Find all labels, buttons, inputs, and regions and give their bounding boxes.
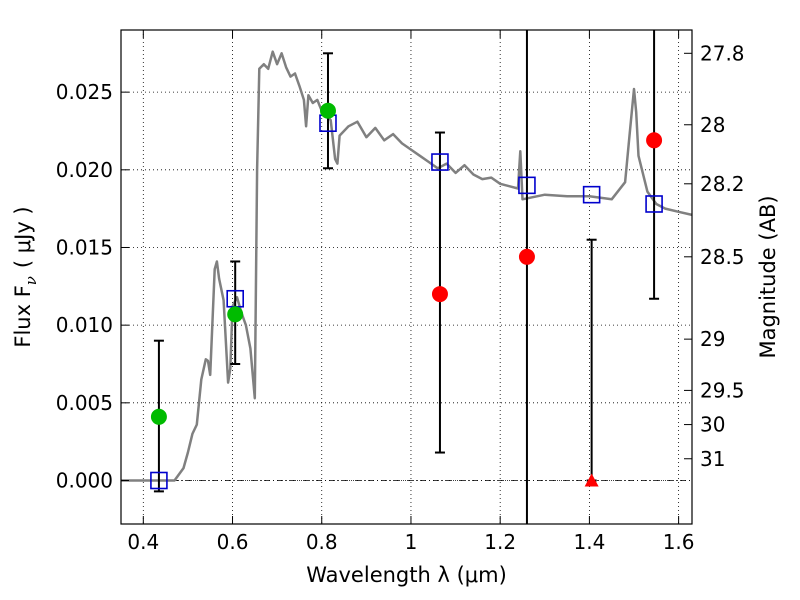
circle-data-point xyxy=(227,306,244,323)
y2-tick-label: 28 xyxy=(700,113,725,137)
x-axis-label: Wavelength λ (μm) xyxy=(306,563,507,587)
square-data-point xyxy=(150,471,168,490)
square-data-point xyxy=(518,176,536,195)
data-marker-layer xyxy=(150,102,663,490)
y-tick-label: 0.010 xyxy=(56,313,113,337)
x-tick-label: 0.6 xyxy=(217,530,249,554)
triangle-data-point xyxy=(584,473,599,487)
circle-data-point xyxy=(518,248,535,265)
circle-data-point xyxy=(150,408,167,425)
y2-axis-label: Magnitude (AB) xyxy=(756,195,780,358)
square-data-point xyxy=(582,185,601,204)
y-tick-label: 0.015 xyxy=(56,235,113,259)
circle-data-point xyxy=(319,102,336,119)
model-sed-layer xyxy=(121,50,693,482)
square-data-point xyxy=(645,195,663,213)
grid-layer xyxy=(121,30,692,524)
x-tick-label: 0.4 xyxy=(127,530,159,554)
y-tick-label: 0.005 xyxy=(56,391,113,415)
y-tick-label: 0.025 xyxy=(56,80,113,104)
circle-data-point xyxy=(646,132,663,149)
y2-tick-label: 28.2 xyxy=(700,172,745,196)
y2-tick-label: 29 xyxy=(700,327,725,351)
y2-tick-label: 28.5 xyxy=(700,245,745,269)
circle-data-point xyxy=(431,286,448,303)
error-bar-layer xyxy=(153,30,660,524)
y-axis-label-subscript: ν xyxy=(22,276,40,285)
square-data-point xyxy=(431,153,449,171)
y-tick-label: 0.020 xyxy=(56,158,113,182)
x-tick-label: 1.4 xyxy=(573,530,605,554)
y-axis-label: Flux Fν ( μJy ) xyxy=(11,206,40,347)
x-tick-label: 1.2 xyxy=(484,530,516,554)
y2-tick-label: 30 xyxy=(700,413,725,437)
x-tick-label: 0.8 xyxy=(306,530,338,554)
x-tick-label: 1 xyxy=(405,530,418,554)
tick-layer: 0.4 0.6 0.8 1 1.2 1.4 1.6 0.000 0.005 0.010 0.015 0… xyxy=(56,30,745,554)
y2-tick-label: 27.8 xyxy=(700,41,745,65)
y2-tick-label: 29.5 xyxy=(700,378,745,402)
y-axis-label-main: Flux F xyxy=(11,285,35,347)
model-sed-line xyxy=(121,50,693,482)
plot-frame xyxy=(120,29,693,525)
y-tick-label: 0.000 xyxy=(56,469,113,493)
x-tick-label: 1.6 xyxy=(663,530,695,554)
y2-tick-label: 31 xyxy=(700,447,725,471)
y-axis-label-unit: ( μJy ) xyxy=(11,206,35,268)
